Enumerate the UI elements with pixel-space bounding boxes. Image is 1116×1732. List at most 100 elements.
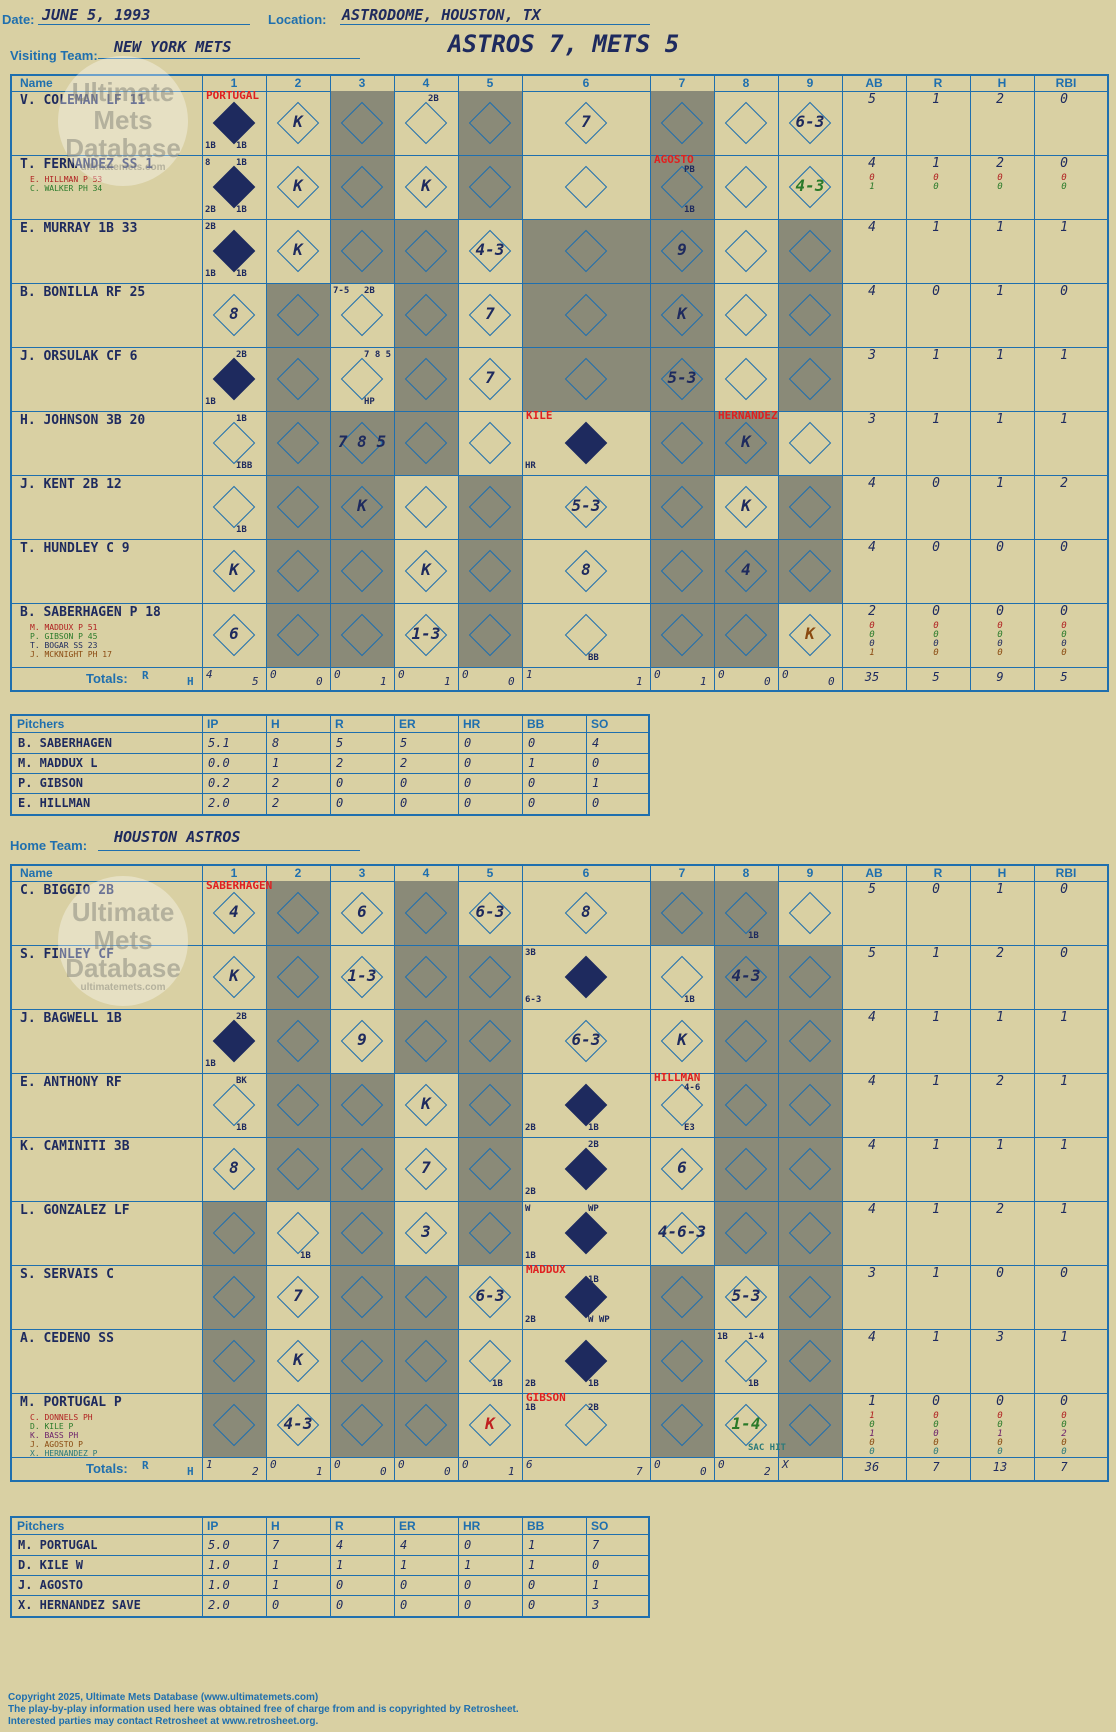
shaded-cell [650, 347, 714, 411]
player-stat: 1 [932, 220, 940, 235]
pitcher-stat: 5 [400, 736, 408, 750]
play-note: BB [588, 653, 599, 663]
base-diamond [340, 357, 384, 401]
player-stat: 0 [932, 882, 940, 897]
column-line [330, 716, 331, 814]
player-stat: 0 [1060, 882, 1068, 897]
player-stat: 0 [1061, 182, 1067, 192]
stat-header-ab: AB [842, 76, 906, 91]
player-name: H. JOHNSON 3B 20 [20, 413, 146, 428]
shaded-cell [330, 539, 394, 603]
pitcher-stat: 1 [464, 1558, 472, 1572]
shaded-cell [778, 1265, 842, 1329]
shaded-cell [778, 1009, 842, 1073]
player-name: T. HUNDLEY C 9 [20, 541, 130, 556]
retrosheet-notice: The play-by-play information used here w… [8, 1704, 519, 1715]
inning-hits: 0 [508, 675, 515, 688]
play-note: 2B [588, 1403, 599, 1413]
player-stat: 1 [1060, 1074, 1068, 1089]
column-line [458, 76, 459, 690]
player-stat: 1 [932, 92, 940, 107]
shaded-cell [778, 1073, 842, 1137]
pitcher-name: B. SABERHAGEN [18, 736, 112, 750]
player-stat: 0 [933, 1411, 939, 1421]
shaded-cell [330, 411, 394, 475]
base-diamond [404, 485, 448, 529]
player-stat: 0 [932, 1394, 940, 1409]
shaded-cell [714, 539, 778, 603]
inning-header-5: 5 [458, 76, 522, 91]
column-line [970, 76, 971, 690]
pitchers-table: Pitchers IP H R ER HR BB SO B. SABERHAGEN 5.1 8 5 5 0… [10, 714, 650, 816]
shaded-cell [202, 1393, 266, 1457]
pitcher-stat: 2.0 [208, 796, 230, 810]
scored-run-diamond [564, 421, 608, 465]
inning-header-7: 7 [650, 866, 714, 881]
play-result: K [357, 496, 367, 515]
player-stat: 1 [932, 946, 940, 961]
play-result: K [293, 1350, 303, 1369]
column-line [202, 1518, 203, 1616]
pitcher-stat: 1 [400, 1558, 408, 1572]
shaded-cell [330, 1329, 394, 1393]
shaded-cell [778, 1137, 842, 1201]
player-stat: 0 [997, 1420, 1003, 1430]
play-note: 2B [525, 1315, 536, 1325]
scored-run-diamond [564, 1211, 608, 1255]
shaded-cell [330, 603, 394, 667]
player-stat: 1 [996, 412, 1004, 427]
column-line [458, 866, 459, 1480]
player-stat: 0 [933, 621, 939, 631]
scorecard-grid: Name 1 2 3 4 5 6 7 8 9 AB R H RBI C. BIGGIO 2B 5 0 1 0 S. F… [10, 864, 1109, 1482]
play-note: 7-5 [333, 286, 350, 296]
base-diamond [212, 485, 256, 529]
shaded-cell [330, 1073, 394, 1137]
shaded-cell [394, 1265, 458, 1329]
copyright-line: Copyright 2025, Ultimate Mets Database (… [8, 1692, 319, 1703]
shaded-cell [266, 411, 330, 475]
watermark-text: Ultimate [71, 897, 175, 927]
total-stat: 35 [864, 670, 880, 684]
base-diamond [724, 357, 768, 401]
scored-run-diamond [212, 1019, 256, 1063]
player-stat: 0 [997, 648, 1003, 658]
play-note: 7 8 5 [364, 350, 392, 360]
shaded-cell [458, 475, 522, 539]
player-stat: 3 [996, 1330, 1004, 1345]
play-result: K [229, 560, 239, 579]
column-line [266, 866, 267, 1480]
row-line [12, 667, 1107, 668]
player-stat: 0 [933, 630, 939, 640]
player-stat: 1 [932, 1330, 940, 1345]
play-result: 4-3 [731, 966, 761, 985]
inning-runs: 0 [270, 1458, 277, 1471]
shaded-cell [778, 1393, 842, 1457]
player-stat: 2 [1060, 476, 1068, 491]
player-name: E. MURRAY 1B 33 [20, 221, 138, 236]
shaded-cell [650, 475, 714, 539]
play-result: 4-6-3 [657, 1222, 707, 1241]
row-line [12, 347, 1107, 348]
inning-runs: X [782, 1458, 789, 1471]
shaded-cell [394, 1009, 458, 1073]
inning-hits: 0 [764, 675, 771, 688]
play-result: K [741, 496, 751, 515]
watermark-url: ultimatemets.com [80, 982, 166, 993]
play-note: 2B [525, 1187, 536, 1197]
base-diamond [340, 293, 384, 337]
pitcher-header: SO [591, 717, 609, 731]
inning-runs: 0 [718, 668, 725, 681]
row-line [12, 945, 1107, 946]
inning-hits: 0 [700, 1465, 707, 1478]
scored-run-diamond [564, 1339, 608, 1383]
inning-hits: 1 [700, 675, 707, 688]
player-stat: 0 [1061, 173, 1067, 183]
pitcher-stat: 0 [464, 1538, 472, 1552]
inning-header-8: 8 [714, 76, 778, 91]
column-line [330, 76, 331, 690]
play-note: 2B [588, 1140, 599, 1150]
shaded-cell [266, 1137, 330, 1201]
pitcher-stat: 1.0 [208, 1578, 230, 1592]
player-stat: 4 [868, 540, 876, 555]
play-note: 1B [684, 205, 695, 215]
